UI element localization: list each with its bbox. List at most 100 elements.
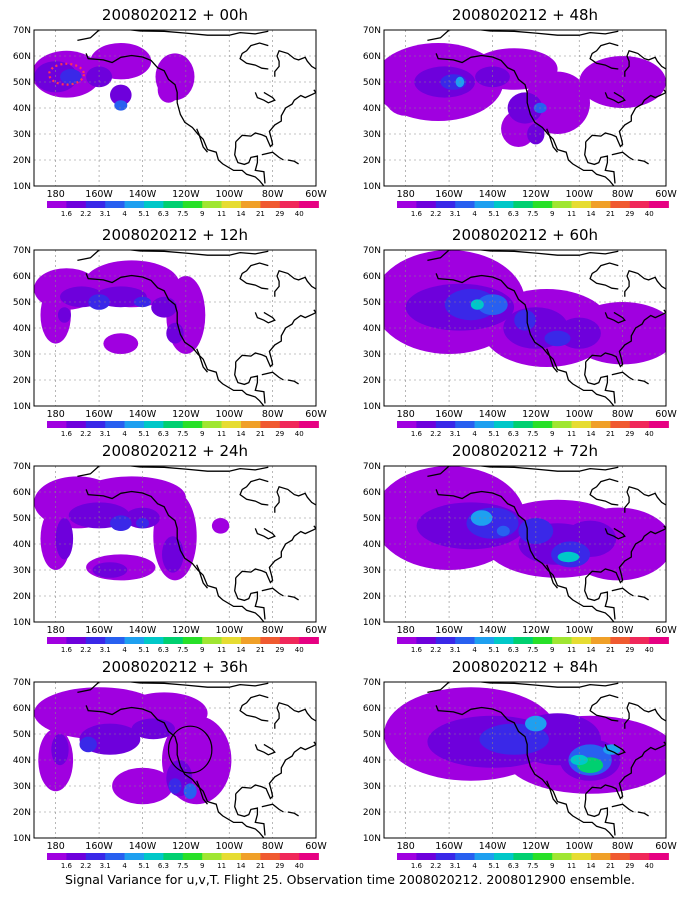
colorbar-swatch	[105, 853, 125, 860]
lat-tick-label: 30N	[13, 130, 31, 140]
variance-contour	[603, 744, 621, 755]
colorbar-label: 9	[550, 210, 554, 218]
colorbar-swatch	[532, 201, 553, 208]
coastline	[637, 379, 649, 385]
figure-caption: Signal Variance for u,v,T. Flight 25. Ob…	[65, 872, 635, 887]
colorbar-swatch	[47, 201, 67, 208]
coastline	[239, 262, 269, 290]
coastline	[611, 587, 634, 597]
variance-map: 70N 60N 50N 40N 30N 20N 10N 180 160W 140W 120W 100W…	[363, 678, 678, 870]
coastline	[427, 682, 619, 694]
variance-contour	[131, 718, 175, 740]
lat-tick-label: 10N	[13, 834, 31, 844]
lon-tick-label: 180	[47, 625, 65, 636]
panel-title: 2008020212 + 00h	[101, 6, 249, 24]
panel-title: 2008020212 + 48h	[451, 6, 599, 24]
coastline	[585, 525, 666, 584]
colorbar-label: 14	[237, 646, 246, 654]
variance-contour	[211, 518, 230, 534]
coastline	[234, 793, 266, 836]
colorbar-label: 2.2	[430, 646, 441, 654]
lon-tick-label: 80W	[612, 189, 634, 200]
lon-tick-label: 180	[47, 189, 65, 200]
lon-tick-label: 140W	[129, 409, 157, 420]
lon-tick-label: 80W	[262, 409, 284, 420]
colorbar-label: 1.6	[61, 646, 73, 654]
colorbar-swatch	[629, 853, 650, 860]
lat-tick-label: 60N	[13, 488, 31, 498]
variance-map: 70N 60N 50N 40N 30N 20N 10N 180 160W 140W 120W 100W…	[363, 246, 678, 438]
colorbar-swatch	[397, 421, 417, 428]
map-frame	[383, 681, 667, 839]
coastline	[546, 128, 559, 153]
lon-tick-label: 180	[397, 409, 415, 420]
lat-tick-label: 40N	[363, 324, 381, 334]
colorbar-swatch	[571, 853, 592, 860]
lon-tick-label: 180	[47, 409, 65, 420]
colorbar-swatch	[260, 201, 281, 208]
colorbar-swatch	[435, 201, 456, 208]
coastline	[611, 371, 634, 381]
colorbar-label: 9	[200, 646, 204, 654]
colorbar-swatch	[105, 421, 125, 428]
colorbar-swatch	[474, 637, 495, 644]
colorbar-swatch	[552, 421, 572, 428]
lat-tick-label: 10N	[13, 182, 31, 192]
colorbar-label: 2.2	[80, 430, 91, 438]
colorbar-swatch	[397, 637, 417, 644]
colorbar-label: 40	[645, 646, 654, 654]
colorbar-swatch	[591, 853, 611, 860]
colorbar-swatch	[279, 637, 300, 644]
lat-tick-label: 70N	[13, 678, 31, 688]
panel-title: 2008020212 + 24h	[101, 442, 249, 460]
coastline	[239, 42, 269, 70]
colorbar-label: 3.1	[450, 430, 461, 438]
colorbar-swatch	[571, 421, 592, 428]
variance-map: 70N 60N 50N 40N 30N 20N 10N 180 160W 140W 120W 100W…	[363, 26, 678, 218]
variance-contour	[479, 723, 549, 755]
colorbar-label: 14	[237, 430, 246, 438]
colorbar-label: 29	[625, 862, 634, 870]
colorbar-label: 3.1	[450, 646, 461, 654]
lon-tick-label: 100W	[215, 409, 243, 420]
lat-tick-label: 10N	[363, 834, 381, 844]
variance-contour	[162, 536, 184, 573]
colorbar-swatch	[474, 421, 495, 428]
map-frame	[383, 29, 667, 187]
variance-contour	[136, 518, 149, 529]
lon-tick-label: 60W	[305, 409, 327, 420]
colorbar-label: 40	[295, 862, 304, 870]
lon-tick-label: 180	[397, 625, 415, 636]
colorbar-swatch	[66, 421, 87, 428]
lat-tick-label: 70N	[363, 246, 381, 256]
colorbar-swatch	[416, 201, 437, 208]
lon-tick-label: 60W	[305, 625, 327, 636]
colorbar-label: 5.1	[138, 430, 149, 438]
colorbar-label: 6.3	[508, 862, 519, 870]
colorbar-label: 9	[200, 862, 204, 870]
map-frame	[33, 249, 317, 407]
map-panel-p00: 2008020212 + 00h 70N 60N 50N 40N 30N 20N 10N 180…	[0, 0, 350, 220]
coastline	[196, 564, 209, 589]
coastline	[261, 151, 284, 161]
colorbar-swatch	[649, 421, 669, 428]
lat-tick-label: 50N	[13, 730, 31, 740]
colorbar-label: 21	[256, 862, 265, 870]
coastline	[435, 273, 615, 406]
colorbar-swatch	[260, 421, 281, 428]
colorbar-swatch	[105, 637, 125, 644]
coastline	[584, 361, 616, 404]
lat-tick-label: 60N	[363, 488, 381, 498]
colorbar-swatch	[202, 421, 222, 428]
map-frame	[33, 465, 317, 623]
colorbar-swatch	[435, 421, 456, 428]
colorbar-label: 3.1	[450, 210, 461, 218]
observation-region-marker	[48, 62, 85, 86]
lon-tick-label: 80W	[612, 841, 634, 852]
colorbar-swatch	[591, 201, 611, 208]
lon-tick-label: 160W	[435, 841, 463, 852]
coastline	[254, 91, 276, 104]
colorbar-swatch	[85, 421, 106, 428]
colorbar-swatch	[299, 421, 319, 428]
map-panel-p24: 2008020212 + 24h 70N 60N 50N 40N 30N 20N 10N 180…	[0, 436, 350, 656]
